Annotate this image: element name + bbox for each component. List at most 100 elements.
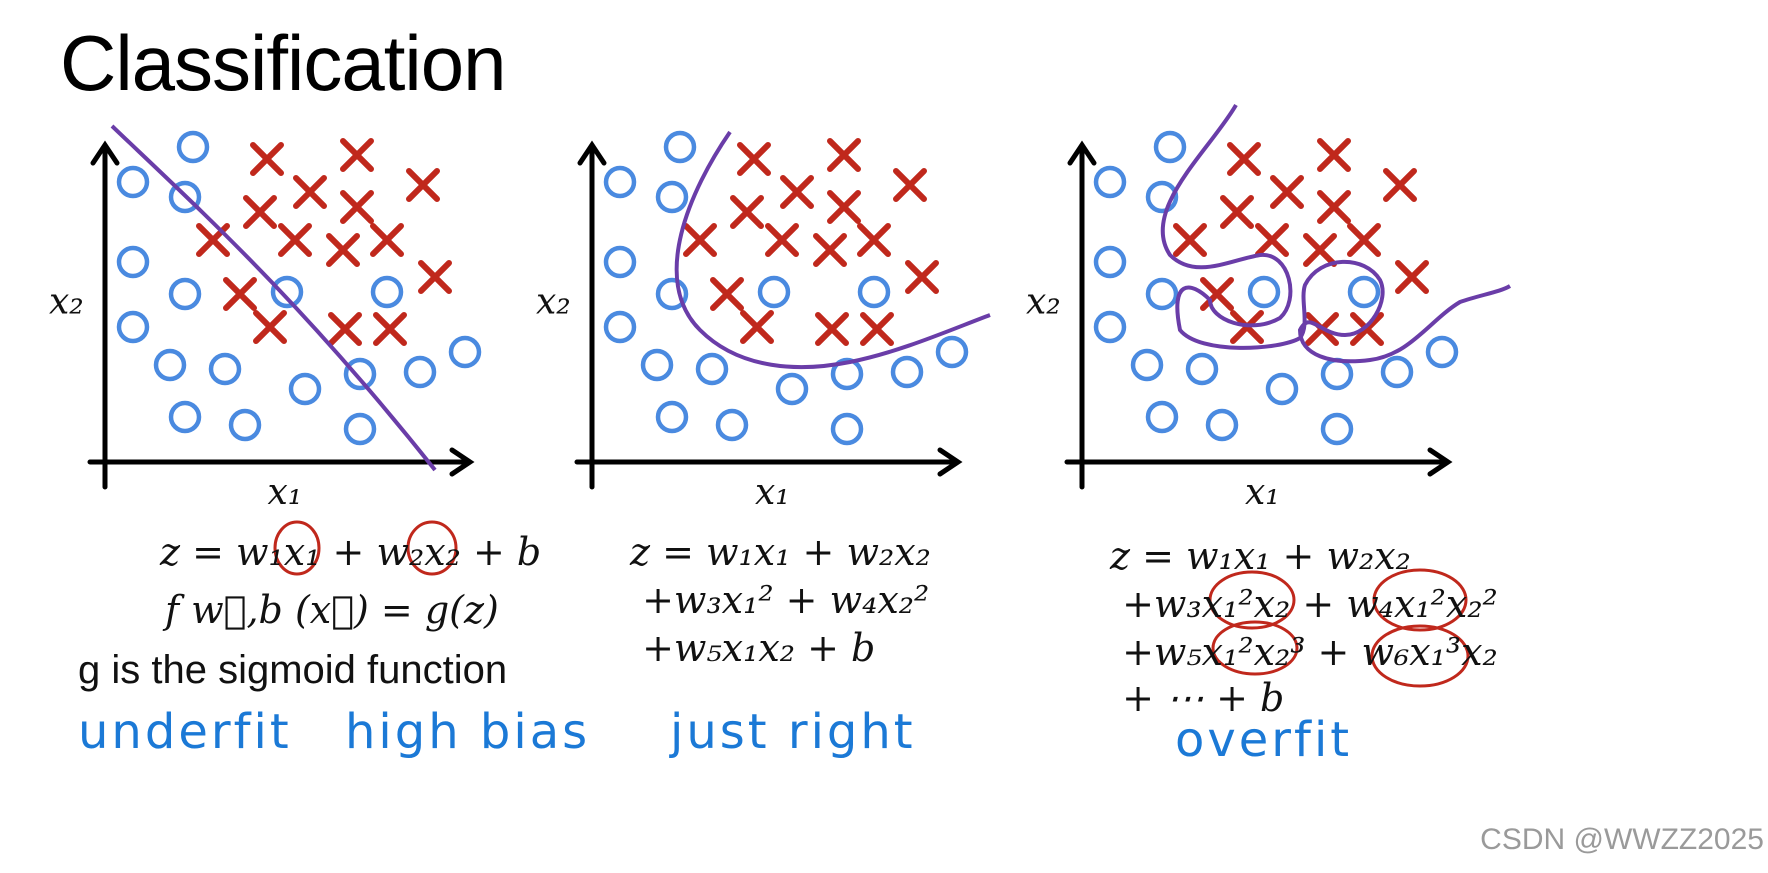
- class-x-marker: [1347, 223, 1381, 257]
- panel1-equation-1: z = w₁x₁ + w₂x₂ + b: [160, 530, 542, 574]
- class-o-marker: [1205, 408, 1239, 442]
- panel1-note: g is the sigmoid function: [78, 648, 508, 692]
- class-x-marker: [326, 233, 360, 267]
- class-o-marker: [1247, 275, 1281, 309]
- class-x-marker: [730, 195, 764, 229]
- x2-highlight-circle: [406, 520, 458, 576]
- class-o-marker: [695, 352, 729, 386]
- class-o-marker: [1093, 310, 1127, 344]
- class-o-marker: [640, 348, 674, 382]
- y-axis-label: x₂: [1026, 282, 1061, 323]
- class-x-marker: [243, 195, 277, 229]
- class-o-marker: [1380, 355, 1414, 389]
- panel1-handwritten-2: high bias: [345, 704, 591, 760]
- class-o-marker: [1320, 412, 1354, 446]
- class-o-marker: [168, 400, 202, 434]
- class-x-marker: [1220, 195, 1254, 229]
- class-x-marker: [815, 312, 849, 346]
- y-axis: [90, 140, 120, 490]
- class-x-marker: [1317, 138, 1351, 172]
- class-o-marker: [1185, 352, 1219, 386]
- class-o-marker: [208, 352, 242, 386]
- panel1-handwritten-1: underfit: [78, 704, 292, 760]
- class-o-marker: [775, 372, 809, 406]
- class-x-marker: [328, 312, 362, 346]
- class-o-marker: [370, 275, 404, 309]
- class-o-marker: [935, 335, 969, 369]
- class-x-marker: [710, 277, 744, 311]
- panel2-equation-2: +w₃x₁² + w₄x₂²: [630, 578, 930, 622]
- term-highlight-circle: [1208, 570, 1296, 630]
- panel2-equation-1: z = w₁x₁ + w₂x₂: [630, 530, 931, 574]
- class-x-marker: [905, 260, 939, 294]
- class-o-marker: [343, 412, 377, 446]
- x-axis-label: x₁: [1245, 472, 1280, 513]
- class-o-marker: [1093, 245, 1127, 279]
- class-o-marker: [715, 408, 749, 442]
- x-axis-label: x₁: [755, 472, 790, 513]
- class-o-marker: [343, 357, 377, 391]
- class-o-marker: [153, 348, 187, 382]
- class-x-marker: [1350, 312, 1384, 346]
- watermark: CSDN @WWZZ2025: [1480, 823, 1764, 856]
- panel2-equation-3: +w₅x₁x₂ + b: [630, 626, 876, 670]
- class-o-marker: [655, 400, 689, 434]
- class-x-marker: [340, 138, 374, 172]
- class-o-marker: [1347, 275, 1381, 309]
- panel3-equation-3: +w₅x₁²x₂³ + w₆x₁³x₂: [1110, 630, 1498, 674]
- class-x-marker: [250, 142, 284, 176]
- term-highlight-circle: [1372, 568, 1468, 632]
- class-o-marker: [655, 277, 689, 311]
- class-o-marker: [1425, 335, 1459, 369]
- x-axis: [1064, 447, 1453, 477]
- class-x-marker: [1270, 175, 1304, 209]
- class-x-marker: [370, 223, 404, 257]
- class-o-marker: [603, 165, 637, 199]
- panel2-handwritten-1: just right: [670, 704, 916, 760]
- class-x-marker: [813, 233, 847, 267]
- class-x-marker: [860, 312, 894, 346]
- class-x-marker: [1395, 260, 1429, 294]
- y-axis: [1067, 140, 1097, 490]
- panel1-equation-2: f w⃗,b (x⃗) = g(z): [165, 588, 499, 632]
- linear-decision-boundary: [110, 124, 437, 472]
- class-o-marker: [1130, 348, 1164, 382]
- class-x-marker: [683, 223, 717, 257]
- class-o-marker: [288, 372, 322, 406]
- panel3-equation-2: +w₃x₁²x₂ + w₄x₁²x₂²: [1110, 582, 1498, 626]
- class-x-marker: [373, 312, 407, 346]
- class-x-marker: [765, 223, 799, 257]
- class-o-marker: [830, 357, 864, 391]
- class-o-marker: [228, 408, 262, 442]
- x-axis: [574, 447, 963, 477]
- class-o-marker: [116, 165, 150, 199]
- class-o-marker: [1265, 372, 1299, 406]
- class-x-marker: [1303, 233, 1337, 267]
- x-axis-label: x₁: [268, 472, 303, 513]
- panel3-equation-4: + ⋯ + b: [1110, 676, 1285, 720]
- class-o-marker: [857, 275, 891, 309]
- class-o-marker: [603, 310, 637, 344]
- y-axis-label: x₂: [536, 282, 571, 323]
- class-x-marker: [1200, 277, 1234, 311]
- class-o-marker: [1145, 180, 1179, 214]
- class-x-marker: [893, 168, 927, 202]
- class-o-marker: [1145, 277, 1179, 311]
- class-x-marker: [223, 277, 257, 311]
- class-o-marker: [663, 130, 697, 164]
- class-x-marker: [1173, 223, 1207, 257]
- class-x-marker: [1317, 190, 1351, 224]
- term-highlight-circle: [1211, 620, 1299, 676]
- class-x-marker: [827, 190, 861, 224]
- class-x-marker: [827, 138, 861, 172]
- class-o-marker: [1093, 165, 1127, 199]
- class-x-marker: [418, 260, 452, 294]
- class-o-marker: [116, 310, 150, 344]
- class-x-marker: [278, 223, 312, 257]
- x-axis: [87, 447, 475, 477]
- overfit-decision-boundary: [1160, 103, 1512, 364]
- class-o-marker: [890, 355, 924, 389]
- page-title: Classification: [60, 19, 507, 107]
- class-x-marker: [340, 190, 374, 224]
